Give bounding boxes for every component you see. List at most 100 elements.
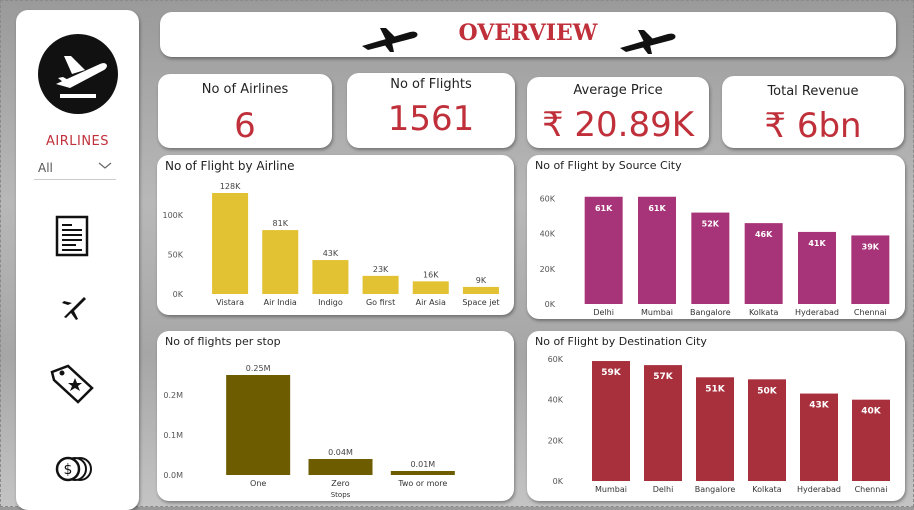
category-label: Vistara xyxy=(216,298,244,307)
bar xyxy=(696,377,734,481)
plane-departure-icon xyxy=(56,56,107,98)
chart-flights-by-airline: No of Flight by Airline 0K 50K 100K 128K Vis… xyxy=(157,155,514,315)
data-label: 61K xyxy=(648,204,666,213)
bar xyxy=(851,235,890,304)
kpi-label: Average Price xyxy=(573,83,663,98)
kpi-value: ₹ 20.89K xyxy=(541,105,695,145)
report-icon[interactable] xyxy=(52,215,92,259)
bar xyxy=(644,365,682,481)
data-label: 59K xyxy=(601,368,622,378)
y-tick-label: 50K xyxy=(168,251,184,260)
category-label: Go first xyxy=(366,298,395,307)
data-label: 41K xyxy=(808,239,826,248)
category-label: Delhi xyxy=(593,308,614,317)
bar xyxy=(462,286,499,294)
category-label: Kolkata xyxy=(749,308,778,317)
y-tick-label: 0K xyxy=(553,477,564,486)
category-label: Indigo xyxy=(318,298,343,307)
kpi-label: Total Revenue xyxy=(767,84,859,99)
bar xyxy=(592,361,630,481)
sidebar: AIRLINES All $ xyxy=(16,10,139,510)
category-label: One xyxy=(250,479,266,488)
x-axis-label: Stops xyxy=(331,491,351,499)
y-tick-label: 20K xyxy=(540,265,556,274)
data-label: 39K xyxy=(862,242,880,251)
bar xyxy=(798,231,836,304)
category-label: Zero xyxy=(331,479,350,488)
data-label: 81K xyxy=(273,219,289,228)
data-label: 50K xyxy=(757,386,778,396)
category-label: Chennai xyxy=(855,485,888,494)
brand-label: AIRLINES xyxy=(45,134,110,149)
bar xyxy=(226,375,291,475)
data-label: 23K xyxy=(373,265,389,274)
filter-value: All xyxy=(38,161,53,175)
bar xyxy=(212,193,249,294)
airplane-icon[interactable] xyxy=(60,293,88,321)
header-bar: OVERVIEW xyxy=(160,12,896,57)
y-tick-label: 0K xyxy=(173,290,184,299)
chart-title: No of flights per stop xyxy=(165,335,281,348)
airline-logo xyxy=(38,34,118,114)
kpi-value: 6 xyxy=(234,106,256,146)
y-tick-label: 60K xyxy=(540,195,556,204)
bar xyxy=(312,260,349,294)
data-label: 128K xyxy=(220,182,241,191)
category-label: Hyderabad xyxy=(795,308,839,317)
bar xyxy=(412,281,449,294)
chart-title: No of Flight by Destination City xyxy=(535,335,707,348)
data-label: 0.01M xyxy=(410,460,435,469)
y-tick-label: 40K xyxy=(548,396,564,405)
category-label: Bangalore xyxy=(690,308,731,317)
data-label: 9K xyxy=(476,276,487,285)
airplane-left-icon xyxy=(362,28,418,52)
category-label: Chennai xyxy=(854,308,887,317)
kpi-card-average-price: Average Price ₹ 20.89K xyxy=(527,77,709,148)
kpi-card-flights: No of Flights 1561 xyxy=(347,73,515,148)
svg-text:$: $ xyxy=(64,462,73,478)
data-label: 0.04M xyxy=(328,448,353,457)
price-tag-icon[interactable] xyxy=(48,362,96,406)
bar xyxy=(744,223,783,304)
airplane-right-icon xyxy=(620,30,676,54)
data-label: 43K xyxy=(809,401,830,411)
y-tick-label: 40K xyxy=(540,230,556,239)
chart-flights-by-destination-city: No of Flight by Destination City 0K 20K 40… xyxy=(527,331,905,501)
data-label: 46K xyxy=(755,230,773,239)
bar xyxy=(638,196,676,304)
data-label: 16K xyxy=(423,270,439,279)
category-label: Delhi xyxy=(653,485,674,494)
kpi-card-airlines: No of Airlines 6 xyxy=(158,74,332,148)
chevron-down-icon xyxy=(98,162,112,169)
category-label: Kolkata xyxy=(752,485,781,494)
bar xyxy=(800,393,838,481)
kpi-value: 1561 xyxy=(387,99,475,139)
data-label: 52K xyxy=(702,220,720,229)
data-label: 43K xyxy=(323,249,339,258)
chart-svg: 0K 50K 100K 128K Vistara 81K Air India 43K Indig… xyxy=(162,182,499,307)
category-label: Space jet xyxy=(462,298,499,307)
data-label: 40K xyxy=(861,407,882,417)
chart-svg: 0K 20K 40K 60K 61K Delhi 61K Mumbai 52K Bangalore… xyxy=(540,195,890,317)
data-label: 57K xyxy=(653,372,674,382)
bar xyxy=(390,471,455,475)
coins-icon[interactable]: $ xyxy=(54,454,94,484)
category-label: Two or more xyxy=(397,479,447,488)
y-tick-label: 0.2M xyxy=(163,391,183,400)
data-label: 61K xyxy=(595,204,613,213)
bar xyxy=(362,275,399,294)
airline-filter-select[interactable]: All xyxy=(34,157,116,180)
category-label: Hyderabad xyxy=(797,485,841,494)
chart-svg: 0K 20K 40K 60K 59K Mumbai 57K Delhi 51K Bangalore… xyxy=(548,355,890,494)
bar xyxy=(262,230,299,294)
kpi-label: No of Flights xyxy=(390,77,472,92)
chart-title: No of Flight by Source City xyxy=(535,159,682,172)
data-label: 0.25M xyxy=(246,364,271,373)
bar xyxy=(748,379,786,481)
y-tick-label: 20K xyxy=(548,436,564,445)
y-tick-label: 0.0M xyxy=(163,471,183,480)
bar xyxy=(308,459,373,475)
chart-flights-by-source-city: No of Flight by Source City 0K 20K 40K 60K 6… xyxy=(527,155,905,319)
data-label: 51K xyxy=(705,384,726,394)
category-label: Mumbai xyxy=(641,308,673,317)
